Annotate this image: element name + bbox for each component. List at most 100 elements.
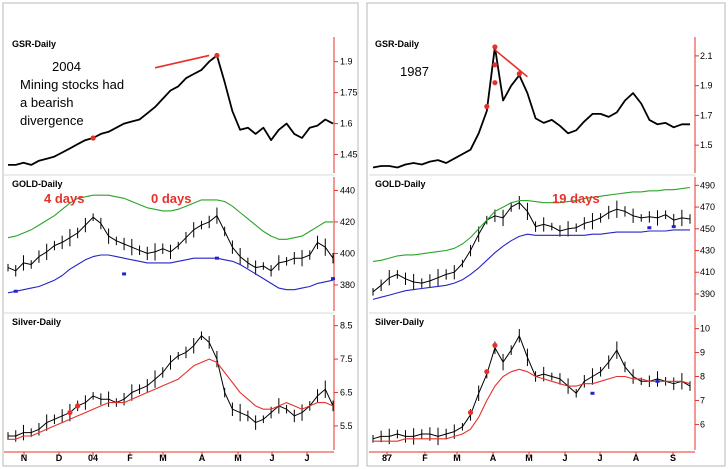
left-gold-marker	[331, 277, 335, 281]
right-gsr-trend-line	[494, 49, 528, 78]
right-gsr-marker	[492, 44, 498, 50]
right-gsr-ytick-label: 1.9	[700, 81, 713, 91]
left-gold-ytick-label: 400	[340, 248, 355, 258]
right-silver-marker	[484, 369, 490, 375]
right-gsr-marker	[484, 103, 490, 110]
divergence-note: Mining stocks had a bearish divergence	[20, 77, 124, 128]
right-gsr-ytick-label: 1.7	[700, 110, 713, 120]
right-silver-marker	[655, 379, 660, 383]
right-gold-title: GOLD-Daily	[375, 179, 426, 189]
right-silver-price-bars	[372, 329, 691, 446]
right-gsr-marker	[492, 62, 498, 68]
left-gold-marker	[13, 289, 18, 293]
right-gsr-ytick-label: 1.5	[700, 140, 713, 150]
right-gold-ytick-label: 430	[700, 246, 715, 256]
right-gsr-marker	[492, 80, 498, 86]
left-gold-ytick-label: 380	[340, 280, 355, 290]
left-xtick-label: D	[56, 453, 63, 463]
right-gold-ytick-label: 450	[700, 224, 715, 234]
left-gsr-series-0	[8, 54, 334, 166]
right-gold-ytick-label: 490	[700, 180, 715, 190]
right-silver-ytick-label: 8	[700, 372, 705, 382]
left-gsr-title: GSR-Daily	[12, 39, 56, 49]
right-xtick-label: F	[422, 453, 428, 463]
right-xtick-label: J	[597, 453, 602, 463]
right-gold-ytick-label: 390	[700, 289, 715, 299]
right-gold-marker	[671, 225, 676, 229]
right-xtick-label: A	[633, 453, 640, 463]
right-year-label: 1987	[400, 64, 429, 79]
left-silver-marker	[75, 403, 81, 409]
right-gold-series-1	[372, 186, 691, 262]
left-xtick-label: M	[159, 453, 167, 463]
right-gold-price-bars	[372, 196, 691, 296]
right-gsr-ytick-label: 2.1	[700, 51, 713, 61]
right-xtick-label: M	[525, 453, 533, 463]
right-gold-series-0	[372, 202, 691, 293]
left-year-label: 2004	[52, 59, 81, 74]
right-gsr-marker	[516, 71, 522, 77]
right-gold-annotation: 19 days	[552, 191, 600, 206]
right-xtick-label: 87	[382, 453, 392, 463]
right-silver-series-0	[372, 335, 691, 440]
left-silver-price-bars	[7, 331, 334, 442]
left-panel: GSR-Daily 1.45 1.6 1.75 1.9 GOLD-Daily 380 400 4…	[4, 37, 358, 463]
right-silver-subplot: Silver-Daily 6 7 8 9 10	[369, 312, 710, 450]
left-gold-title: GOLD-Daily	[12, 179, 63, 189]
right-silver-title: Silver-Daily	[375, 317, 424, 327]
left-gsr-ytick-label: 1.75	[340, 88, 358, 98]
right-xtick-label: J	[562, 453, 567, 463]
left-silver-title: Silver-Daily	[12, 317, 61, 327]
left-gold-series-2	[7, 254, 334, 294]
left-silver-ytick-label: 6.5	[340, 388, 353, 398]
left-gold-marker	[214, 256, 219, 260]
right-panel-frame	[366, 2, 726, 467]
right-silver-marker	[492, 342, 498, 348]
left-gsr-marker	[214, 52, 220, 59]
left-gsr-ytick-label: 1.45	[340, 150, 358, 160]
left-gold-price-bars	[7, 207, 334, 277]
left-xtick-label: N	[21, 453, 28, 463]
left-gsr-marker	[90, 135, 96, 141]
right-silver-series-1	[373, 368, 691, 442]
right-gold-marker	[647, 226, 652, 230]
right-silver-ytick-label: 6	[700, 419, 705, 429]
left-gold-series-1	[7, 194, 333, 240]
left-xtick-label: J	[304, 453, 309, 463]
right-silver-marker	[590, 391, 595, 395]
right-gold-subplot: GOLD-Daily 390 410 430 450 470 490 19 days	[369, 174, 715, 311]
left-gold-marker	[122, 272, 127, 276]
left-xtick-label: M	[234, 453, 242, 463]
right-xtick-label: A	[490, 453, 497, 463]
right-gsr-series-0	[372, 46, 690, 169]
left-silver-ytick-label: 8.5	[340, 321, 353, 331]
left-silver-series-1	[8, 358, 334, 440]
left-gold-ytick-label: 420	[340, 217, 355, 227]
left-gsr-trend-line	[154, 54, 210, 69]
right-gold-ytick-label: 410	[700, 267, 715, 277]
left-silver-ytick-label: 7.5	[340, 354, 353, 364]
right-silver-ytick-label: 7	[700, 395, 705, 405]
right-silver-marker	[467, 409, 474, 416]
left-gold-ytick-label: 440	[340, 185, 355, 195]
right-gsr-title: GSR-Daily	[375, 39, 419, 49]
left-silver-series-0	[8, 335, 334, 437]
left-xtick-label: 04	[88, 453, 98, 463]
right-panel: GSR-Daily 1.5 1.7 1.9 2.1 GOLD-Daily 390 410 430…	[369, 37, 715, 463]
left-xtick-label: F	[127, 453, 133, 463]
left-gold-annotation: 4 days	[44, 191, 84, 206]
left-panel-frame	[2, 2, 359, 467]
right-silver-ytick-label: 9	[700, 348, 705, 358]
left-silver-subplot: Silver-Daily 5.5 6.5 7.5 8.5	[4, 312, 353, 450]
left-xtick-label: J	[269, 453, 274, 463]
right-xtick-label: S	[670, 453, 676, 463]
left-silver-marker	[67, 409, 73, 416]
left-gsr-subplot: GSR-Daily 1.45 1.6 1.75 1.9	[8, 37, 358, 173]
right-silver-ytick-label: 10	[700, 324, 710, 334]
left-gsr-ytick-label: 1.6	[340, 119, 353, 129]
left-xtick-label: A	[199, 453, 206, 463]
left-gold-annotation: 0 days	[151, 191, 191, 206]
left-gold-subplot: GOLD-Daily 380 400 420 440 4 days 0 days	[4, 174, 355, 311]
left-gsr-ytick-label: 1.9	[340, 57, 353, 67]
